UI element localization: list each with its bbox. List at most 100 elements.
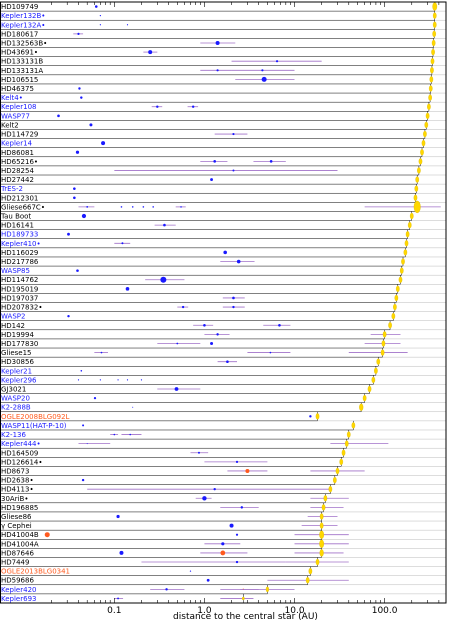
planet-point (269, 351, 272, 354)
planet-point (73, 196, 76, 200)
planet-point (163, 223, 166, 227)
companion-star (319, 522, 324, 529)
planet-point (99, 15, 101, 17)
companion-star (391, 313, 396, 320)
star-label: HD30856 (1, 358, 34, 366)
planet-point (235, 533, 239, 536)
companion-star (414, 185, 419, 192)
star-label: Kepler108 (1, 103, 36, 111)
companion-star (429, 76, 434, 83)
companion-star (315, 413, 320, 420)
planet-point (220, 550, 226, 556)
companion-star (346, 431, 351, 438)
planet-point (229, 523, 234, 528)
companion-star (394, 294, 399, 302)
planet-point (86, 443, 88, 445)
companion-star (431, 39, 436, 47)
companion-star (351, 422, 356, 429)
planet-point (80, 369, 83, 372)
companion-star (362, 394, 367, 402)
star-label: HD195019 (1, 285, 38, 293)
planet-point (232, 169, 235, 172)
companion-star (319, 549, 324, 557)
companion-star (333, 476, 337, 484)
star-label: HD41004A (1, 540, 39, 548)
companion-star (305, 577, 310, 584)
planet-point (76, 269, 79, 272)
planet-point (99, 379, 101, 381)
planet-point (156, 105, 159, 108)
star-label: Kelt2 (1, 121, 19, 129)
planet-point (67, 232, 70, 236)
planet-point (245, 468, 250, 473)
companion-star (393, 303, 397, 311)
planet-point (275, 60, 279, 63)
star-label: HD132563B• (1, 39, 47, 47)
planet-point (67, 314, 70, 318)
star-label: Kepler693 (1, 595, 36, 603)
planet-point (202, 496, 207, 501)
x-axis: 0.1 1.0 10.0 100.0 (51, 2, 440, 616)
star-label: HD126614• (1, 458, 43, 466)
star-label: WASP77 (1, 112, 30, 120)
planet-point (210, 178, 213, 181)
planet-point (216, 69, 219, 72)
planet-point (216, 333, 219, 336)
planet-point (213, 487, 216, 491)
star-label: Gliese15 (1, 349, 31, 357)
planet-point (57, 114, 60, 118)
star-label: HD207832• (1, 304, 43, 312)
companion-star (432, 21, 437, 28)
star-label: WASP20 (1, 395, 30, 403)
planet-point (129, 433, 131, 436)
star-label: HD217786 (1, 258, 39, 266)
star-label: Kelt4• (1, 94, 23, 102)
companion-star (415, 176, 420, 183)
companion-star (401, 258, 405, 265)
star-label: K2-136 (1, 431, 26, 439)
planet-point (80, 96, 83, 99)
planet-point (180, 206, 182, 208)
companion-star (421, 139, 426, 147)
star-label: HD133131A (1, 67, 43, 75)
planet-point (235, 560, 239, 564)
companion-star (432, 30, 436, 38)
planet-point (120, 206, 123, 208)
companion-star (425, 112, 430, 119)
planet-point (81, 213, 87, 219)
companion-star (395, 285, 400, 292)
star-label: GJ3021 (1, 386, 26, 394)
star-label: HD65216• (1, 158, 38, 166)
star-label: HD196885 (1, 504, 38, 512)
planet-point (142, 206, 145, 208)
companion-star (315, 558, 320, 566)
star-label: WASP2 (1, 313, 25, 321)
companion-star (380, 349, 385, 356)
star-label: Tau Boot (0, 212, 31, 220)
companion-star (428, 85, 433, 92)
star-label: HD59686 (1, 577, 34, 585)
planet-point (116, 514, 120, 519)
star-label: WASP85 (1, 267, 30, 275)
planet-point (240, 506, 244, 509)
star-label: OGLE2008BLG092L (1, 413, 70, 421)
planet-point (232, 132, 235, 136)
companion-star (430, 67, 434, 74)
companion-star (339, 458, 344, 466)
star-label: Kepler444• (1, 440, 41, 448)
companion-star (319, 539, 324, 548)
companion-star (428, 94, 432, 101)
companion-star (319, 530, 324, 539)
planet-point (140, 379, 143, 381)
planet-point (215, 40, 220, 45)
planet-point (235, 460, 239, 463)
star-label: Kepler410• (1, 240, 41, 248)
companion-star (321, 504, 326, 511)
companion-star (413, 194, 418, 201)
planet-point (99, 24, 101, 26)
star-label: HD43691• (1, 49, 38, 57)
companion-star (374, 367, 378, 374)
companion-star (367, 385, 372, 393)
planet-point (89, 123, 93, 127)
